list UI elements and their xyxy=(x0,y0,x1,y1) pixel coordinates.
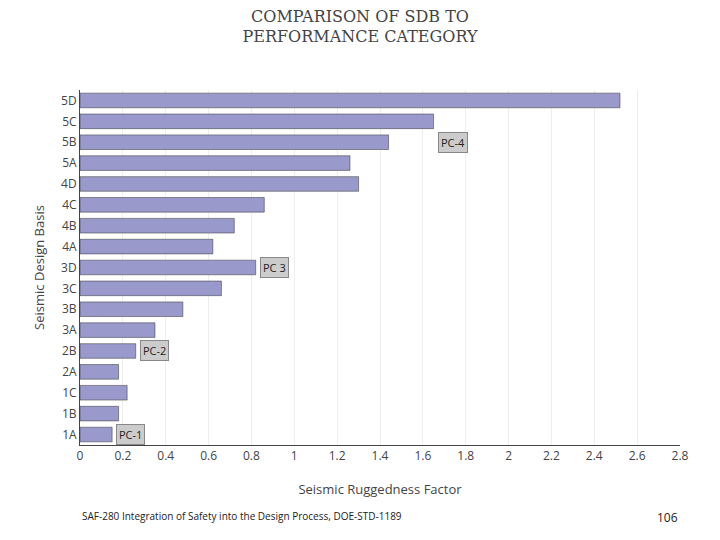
svg-text:4A: 4A xyxy=(62,238,77,255)
svg-text:2.4: 2.4 xyxy=(586,447,603,464)
svg-text:5C: 5C xyxy=(62,113,77,130)
svg-text:2B: 2B xyxy=(62,342,77,359)
svg-text:2A: 2A xyxy=(62,363,77,380)
svg-text:106: 106 xyxy=(657,509,678,526)
svg-text:0.2: 0.2 xyxy=(114,447,131,464)
svg-text:1.8: 1.8 xyxy=(457,447,474,464)
svg-text:Seismic Design Basis: Seismic Design Basis xyxy=(30,205,48,330)
svg-text:1.6: 1.6 xyxy=(414,447,431,464)
svg-text:PC-2: PC-2 xyxy=(143,343,166,358)
svg-text:PC-4: PC-4 xyxy=(441,135,465,150)
svg-text:0.4: 0.4 xyxy=(157,447,174,464)
svg-text:2: 2 xyxy=(505,447,512,464)
svg-text:0: 0 xyxy=(77,447,84,464)
svg-text:2.6: 2.6 xyxy=(629,447,646,464)
svg-text:2.2: 2.2 xyxy=(543,447,560,464)
svg-text:PC 3: PC 3 xyxy=(263,260,286,275)
svg-text:5D: 5D xyxy=(61,92,77,109)
svg-text:COMPARISON OF SDB TOPERFORMANC: COMPARISON OF SDB TOPERFORMANCE CATEGORY xyxy=(243,7,478,47)
svg-text:1A: 1A xyxy=(62,426,77,443)
svg-text:2.8: 2.8 xyxy=(672,447,689,464)
svg-text:1.4: 1.4 xyxy=(372,447,389,464)
svg-text:5B: 5B xyxy=(62,133,77,150)
svg-text:1: 1 xyxy=(291,447,298,464)
svg-text:4B: 4B xyxy=(62,217,77,234)
svg-text:1B: 1B xyxy=(62,405,77,422)
svg-text:4C: 4C xyxy=(62,196,77,213)
svg-text:0.8: 0.8 xyxy=(243,447,260,464)
svg-text:SAF-280 Integration of Safety: SAF-280 Integration of Safety into the D… xyxy=(82,509,402,523)
svg-text:3A: 3A xyxy=(62,321,77,338)
svg-text:1.2: 1.2 xyxy=(329,447,346,464)
svg-text:0.6: 0.6 xyxy=(200,447,217,464)
svg-text:Seismic Ruggedness Factor: Seismic Ruggedness Factor xyxy=(298,480,462,498)
svg-text:3C: 3C xyxy=(62,280,77,297)
svg-text:3D: 3D xyxy=(61,259,77,276)
svg-text:3B: 3B xyxy=(62,300,77,317)
svg-text:5A: 5A xyxy=(62,154,77,171)
svg-text:PC-1: PC-1 xyxy=(119,427,142,442)
svg-text:4D: 4D xyxy=(61,175,77,192)
svg-text:1C: 1C xyxy=(62,384,77,401)
